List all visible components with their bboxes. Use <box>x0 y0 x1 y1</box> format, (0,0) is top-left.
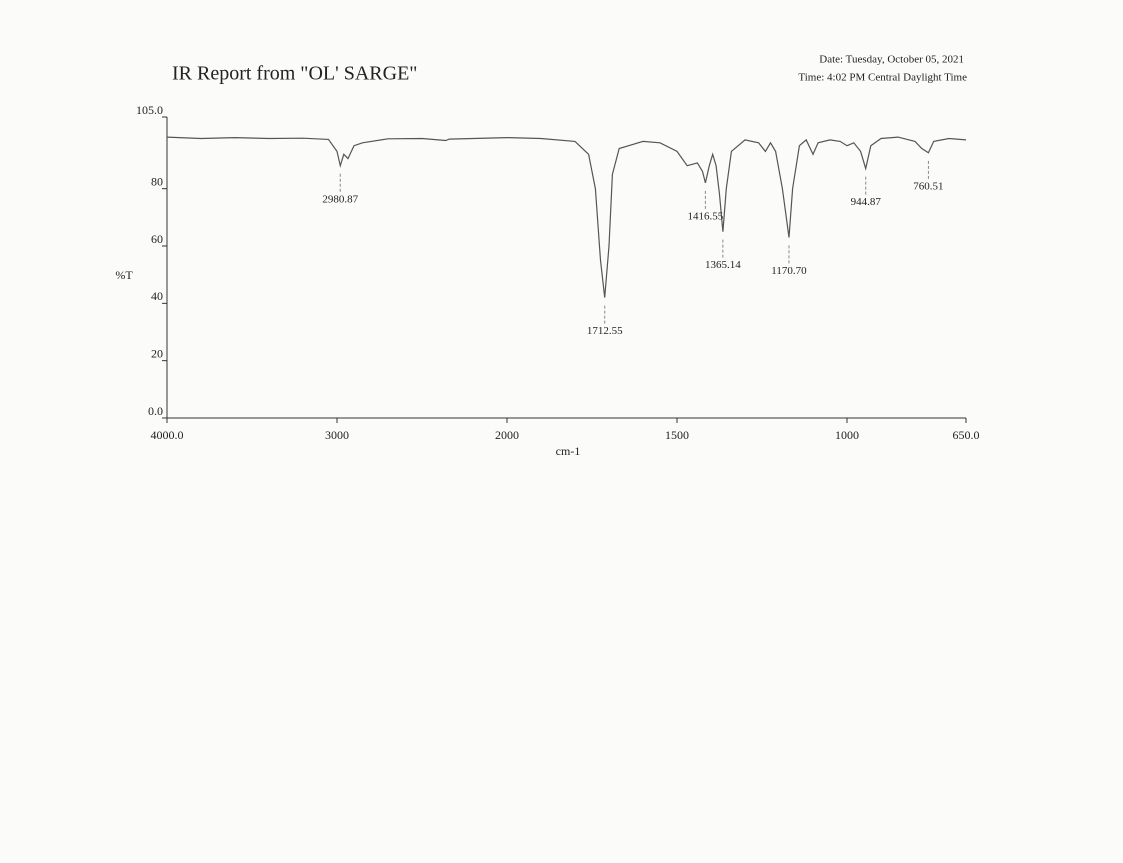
chart-title: IR Report from "OL' SARGE" <box>172 63 417 85</box>
x-tick-label: 1500 <box>665 428 689 442</box>
y-tick-label: 60 <box>151 232 163 246</box>
y-tick-label: 20 <box>151 346 163 360</box>
x-tick-label: 1000 <box>835 428 859 442</box>
y-tick-label: 80 <box>151 174 163 188</box>
y-tick-label: 105.0 <box>136 103 163 117</box>
peak-label: 2980.87 <box>322 193 358 205</box>
y-axis-label: %T <box>115 268 133 282</box>
peak-label: 760.51 <box>913 180 943 192</box>
date: Date: Tuesday, October 05, 2021 <box>819 54 964 66</box>
x-tick-label: 4000.0 <box>151 428 184 442</box>
y-tick-label: 0.0 <box>148 404 163 418</box>
spectrum-line <box>166 136 967 298</box>
x-tick-label: 2000 <box>495 428 519 442</box>
y-tick-label: 40 <box>151 289 163 303</box>
peak-label: 1365.14 <box>705 259 741 271</box>
time: Time: 4:02 PM Central Daylight Time <box>798 72 967 84</box>
x-tick-label: 650.0 <box>953 428 980 442</box>
x-axis-label: cm-1 <box>556 444 581 458</box>
peak-label: 1712.55 <box>587 325 623 337</box>
peak-label: 1416.55 <box>687 210 723 222</box>
peak-label: 1170.70 <box>771 265 807 277</box>
peak-label: 944.87 <box>851 196 882 208</box>
x-tick-label: 3000 <box>325 428 349 442</box>
